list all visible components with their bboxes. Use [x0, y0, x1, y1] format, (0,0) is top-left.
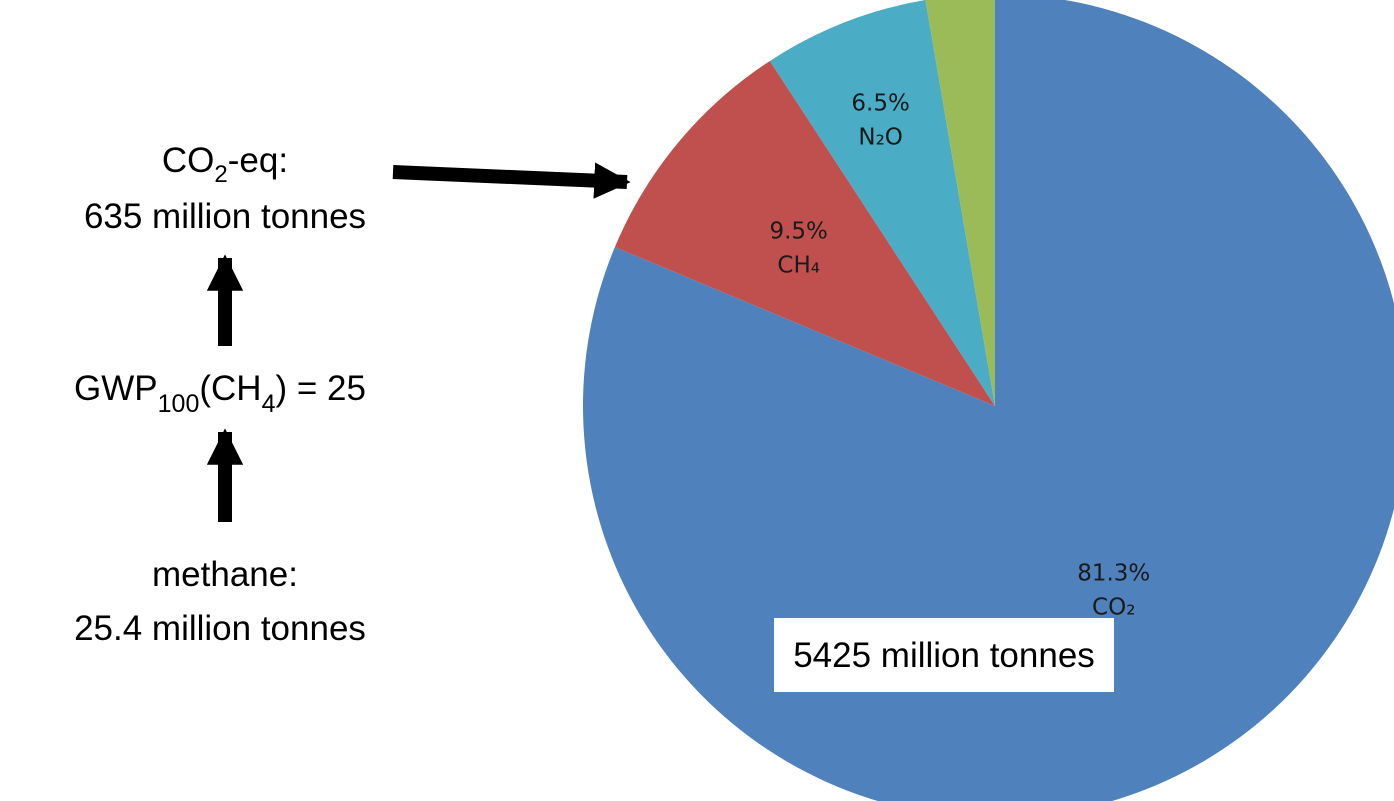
pie-slice-2	[769, 0, 995, 406]
methane-title: methane:	[152, 555, 298, 594]
slice-name-label-1: CH₄	[777, 253, 820, 279]
slice-labels: 81.3% CO₂ 9.5% CH₄ 6.5% N₂O	[769, 91, 1150, 621]
methane-value: 25.4 million tonnes	[74, 609, 366, 648]
slice-name-label-2: N₂O	[858, 125, 903, 151]
pie-slice-1	[614, 60, 995, 406]
total-label-box	[774, 618, 1114, 692]
slice-pct-label-0: 81.3%	[1077, 560, 1150, 586]
pie-slice-3	[925, 0, 995, 406]
slice-pct-label-2: 6.5%	[851, 91, 909, 117]
gwp-label: GWP100(CH4) = 25	[74, 369, 366, 418]
arrow-to-ch4-slice	[392, 162, 631, 199]
co2eq-value: 635 million tonnes	[84, 197, 366, 236]
slice-pct-label-1: 9.5%	[769, 219, 827, 245]
total-label: 5425 million tonnes	[793, 636, 1095, 675]
pie-slice-0	[583, 0, 1394, 801]
pie-chart	[583, 0, 1394, 801]
slice-name-label-0: CO₂	[1092, 594, 1135, 620]
co2eq-label: CO2-eq:	[162, 141, 288, 188]
